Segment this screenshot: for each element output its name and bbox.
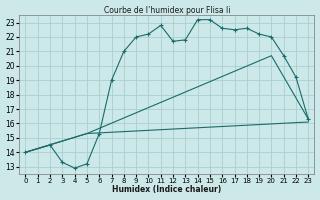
Title: Courbe de l’humidex pour Flisa Ii: Courbe de l’humidex pour Flisa Ii (104, 6, 230, 15)
X-axis label: Humidex (Indice chaleur): Humidex (Indice chaleur) (112, 185, 221, 194)
